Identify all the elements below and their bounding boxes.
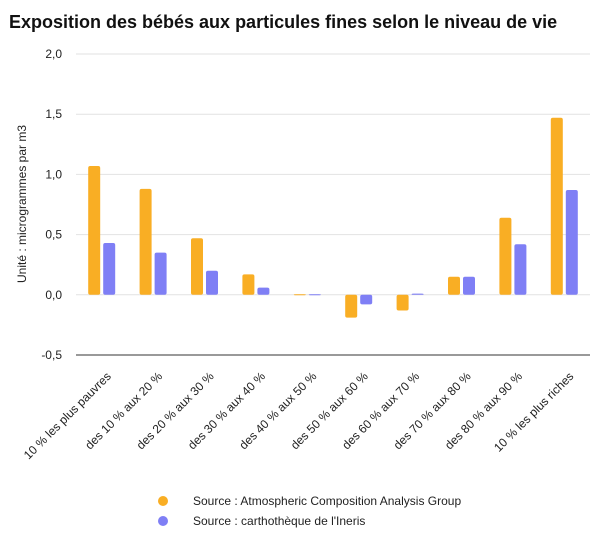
- y-axis-ticks: 2,0 1,5 1,0 0,5 0,0 -0,5: [41, 47, 62, 362]
- bar-series-1: [396, 294, 409, 311]
- bar-series-1: [88, 165, 101, 295]
- bar-series-2: [463, 276, 475, 295]
- bar-series-1: [293, 294, 306, 296]
- legend-label-acag: Source : Atmospheric Composition Analysi…: [193, 494, 461, 508]
- bar-series-2: [411, 293, 424, 295]
- bars: [88, 117, 578, 318]
- y-tick-label: 1,5: [45, 107, 62, 121]
- legend-label-ineris: Source : carthothèque de l'Ineris: [193, 514, 365, 528]
- bar-series-2: [565, 190, 578, 295]
- bar-series-1: [242, 274, 255, 295]
- bar-series-2: [154, 252, 167, 295]
- bar-series-1: [139, 188, 152, 295]
- bar-series-1: [499, 217, 512, 295]
- legend-marker-ineris: [158, 516, 168, 526]
- bar-series-1: [345, 294, 358, 318]
- chart-title: Exposition des bébés aux particules fine…: [9, 12, 557, 32]
- bar-series-2: [257, 287, 270, 295]
- bar-series-2: [103, 243, 116, 295]
- y-tick-label: -0,5: [41, 348, 62, 362]
- bar-series-2: [514, 244, 527, 295]
- x-category-label: 10 % les plus pauvres: [21, 369, 114, 462]
- y-tick-label: 0,5: [45, 228, 62, 242]
- legend-marker-acag: [158, 496, 168, 506]
- y-axis-label: Unité : microgrammes par m3: [15, 125, 29, 283]
- y-tick-label: 2,0: [45, 47, 62, 61]
- legend: Source : Atmospheric Composition Analysi…: [158, 494, 461, 528]
- bar-series-2: [308, 294, 321, 296]
- gridlines: [76, 53, 590, 296]
- y-tick-label: 1,0: [45, 167, 62, 181]
- bar-series-2: [360, 294, 373, 305]
- bar-series-1: [448, 276, 460, 295]
- y-tick-label: 0,0: [45, 288, 62, 302]
- bar-series-1: [191, 238, 203, 295]
- bar-series-2: [206, 270, 218, 295]
- bar-series-1: [550, 117, 563, 295]
